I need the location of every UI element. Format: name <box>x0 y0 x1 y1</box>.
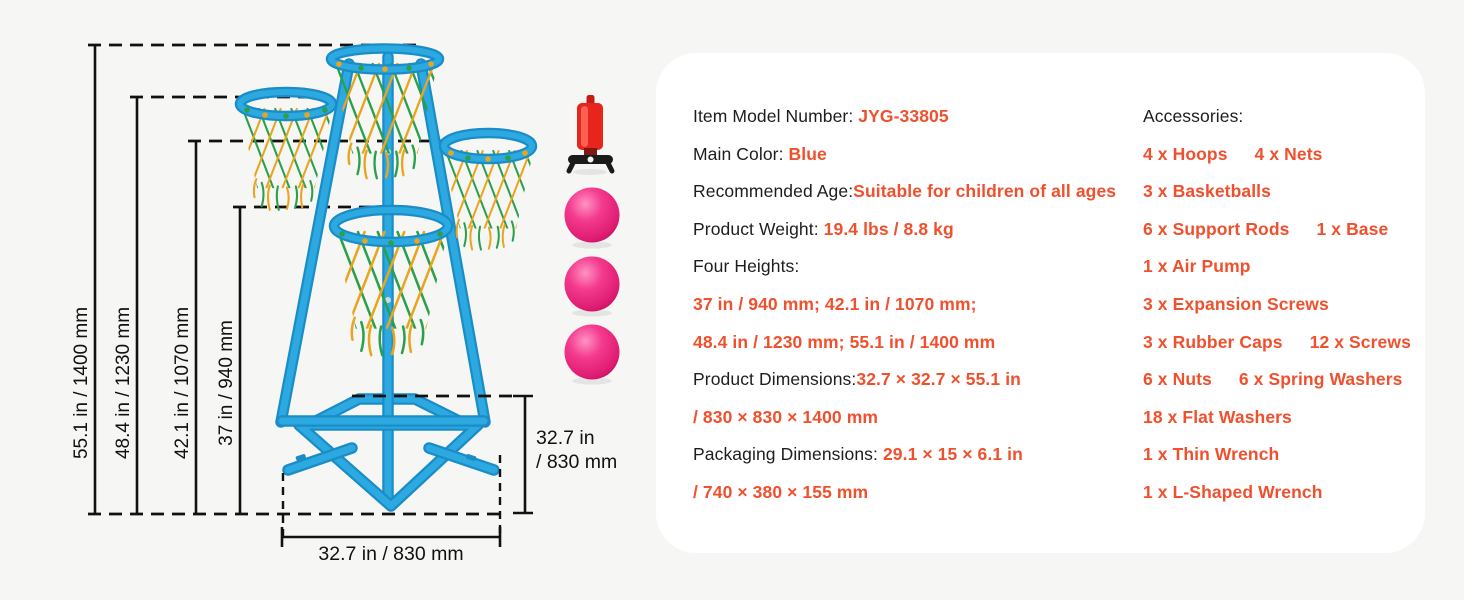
hoop-right <box>430 127 555 250</box>
spec-label: Item Model Number: <box>693 106 859 126</box>
spec-card: Item Model Number: JYG-33805 Main Color: … <box>656 53 1425 553</box>
spec-value: 12 x Screws <box>1309 331 1411 352</box>
spec-row: 1 x Air Pump <box>1143 248 1425 286</box>
spec-value: 4 x Nets <box>1254 143 1323 164</box>
hoop-left <box>227 86 355 210</box>
base-depth-dimension: 32.7 in / 830 mm <box>352 394 617 515</box>
spec-row: Main Color: Blue <box>693 136 1143 174</box>
spec-row: 37 in / 940 mm; 42.1 in / 1070 mm; <box>693 286 1143 324</box>
base-width-dimension: 32.7 in / 830 mm <box>280 455 502 565</box>
spec-value: / 830 × 830 × 1400 mm <box>693 406 879 427</box>
spec-col-left: Item Model Number: JYG-33805 Main Color: … <box>693 98 1143 553</box>
hoop-bottom <box>318 204 474 355</box>
spec-label: Four Heights: <box>693 256 800 277</box>
spec-value: / 740 × 380 × 155 mm <box>693 481 869 502</box>
base-depth-label-line1: 32.7 in <box>536 427 595 449</box>
spec-row: Product Dimensions:32.7 × 32.7 × 55.1 in <box>693 361 1143 399</box>
spec-value: 3 x Basketballs <box>1143 181 1271 202</box>
spec-value: 6 x Spring Washers <box>1238 369 1403 390</box>
air-pump-icon <box>566 95 615 175</box>
spec-value: 19.4 lbs / 8.8 kg <box>823 218 954 239</box>
spec-value: 32.7 × 32.7 × 55.1 in <box>856 369 1021 390</box>
spec-label: Main Color: <box>693 143 789 164</box>
spec-value: Blue <box>788 143 827 164</box>
height-label-1400: 55.1 in / 1400 mm <box>71 307 92 459</box>
stand-base <box>276 415 500 512</box>
spec-row: 6 x Support Rods 1 x Base <box>1143 211 1425 249</box>
spec-value: 6 x Nuts <box>1143 369 1212 390</box>
spec-value: Suitable for children of all ages <box>853 181 1117 202</box>
hoop-top <box>318 43 463 179</box>
spec-row: 18 x Flat Washers <box>1143 399 1425 437</box>
spec-label: Product Weight: <box>693 218 824 239</box>
spec-row: 1 x Thin Wrench <box>1143 436 1425 474</box>
spec-row: 48.4 in / 1230 mm; 55.1 in / 1400 mm <box>693 324 1143 362</box>
spec-value: JYG-33805 <box>858 106 949 126</box>
spec-value: 3 x Rubber Caps <box>1143 331 1283 352</box>
spec-row: Recommended Age:Suitable for children of… <box>693 173 1143 211</box>
height-label-1230: 48.4 in / 1230 mm <box>113 307 134 459</box>
spec-col-right: Accessories: 4 x Hoops 4 x Nets 3 x Basketb… <box>1143 98 1425 553</box>
basketball-stand <box>275 51 500 512</box>
spec-label: Product Dimensions: <box>693 369 857 390</box>
spec-row: Product Weight: 19.4 lbs / 8.8 kg <box>693 211 1143 249</box>
spec-row: 1 x L-Shaped Wrench <box>1143 474 1425 512</box>
spec-row: 4 x Hoops 4 x Nets <box>1143 136 1425 174</box>
height-label-940: 37 in / 940 mm <box>216 320 237 446</box>
basketball-icon-1 <box>564 187 620 249</box>
spec-label: Recommended Age: <box>693 181 854 202</box>
spec-row: Item Model Number: JYG-33805 <box>693 98 1143 136</box>
spec-label: Packaging Dimensions: <box>693 444 883 465</box>
spec-value: 18 x Flat Washers <box>1143 406 1292 427</box>
spec-row: Four Heights: <box>693 248 1143 286</box>
spec-row: Packaging Dimensions: 29.1 × 15 × 6.1 in <box>693 436 1143 474</box>
spec-value: 6 x Support Rods <box>1143 218 1290 239</box>
spec-label: Accessories: <box>1143 106 1244 126</box>
base-depth-label-line2: / 830 mm <box>536 451 617 473</box>
spec-value: 3 x Expansion Screws <box>1143 293 1329 314</box>
spec-value: 1 x Air Pump <box>1143 256 1251 277</box>
spec-value: 4 x Hoops <box>1143 143 1228 164</box>
spec-row: / 740 × 380 × 155 mm <box>693 474 1143 512</box>
spec-value: 29.1 × 15 × 6.1 in <box>882 444 1023 465</box>
spec-row: 3 x Expansion Screws <box>1143 286 1425 324</box>
spec-row: 3 x Basketballs <box>1143 173 1425 211</box>
spec-value: 48.4 in / 1230 mm; 55.1 in / 1400 mm <box>693 331 996 352</box>
spec-row: Accessories: <box>1143 98 1425 136</box>
spec-row: 6 x Nuts 6 x Spring Washers <box>1143 361 1425 399</box>
spec-value: 1 x Base <box>1316 218 1389 239</box>
height-label-1070: 42.1 in / 1070 mm <box>172 307 193 459</box>
dimension-diagram: 55.1 in / 1400 mm 48.4 in / 1230 mm 42.1… <box>71 43 620 565</box>
basketball-icon-2 <box>564 256 620 317</box>
height-dimension-lines: 55.1 in / 1400 mm 48.4 in / 1230 mm 42.1… <box>71 45 500 516</box>
spec-row: 3 x Rubber Caps 12 x Screws <box>1143 324 1425 362</box>
spec-value: 1 x L-Shaped Wrench <box>1143 481 1323 502</box>
basketball-icon-3 <box>564 324 620 385</box>
base-width-label: 32.7 in / 830 mm <box>318 543 463 565</box>
spec-row: / 830 × 830 × 1400 mm <box>693 399 1143 437</box>
spec-value: 1 x Thin Wrench <box>1143 444 1280 465</box>
spec-value: 37 in / 940 mm; 42.1 in / 1070 mm; <box>693 293 977 314</box>
